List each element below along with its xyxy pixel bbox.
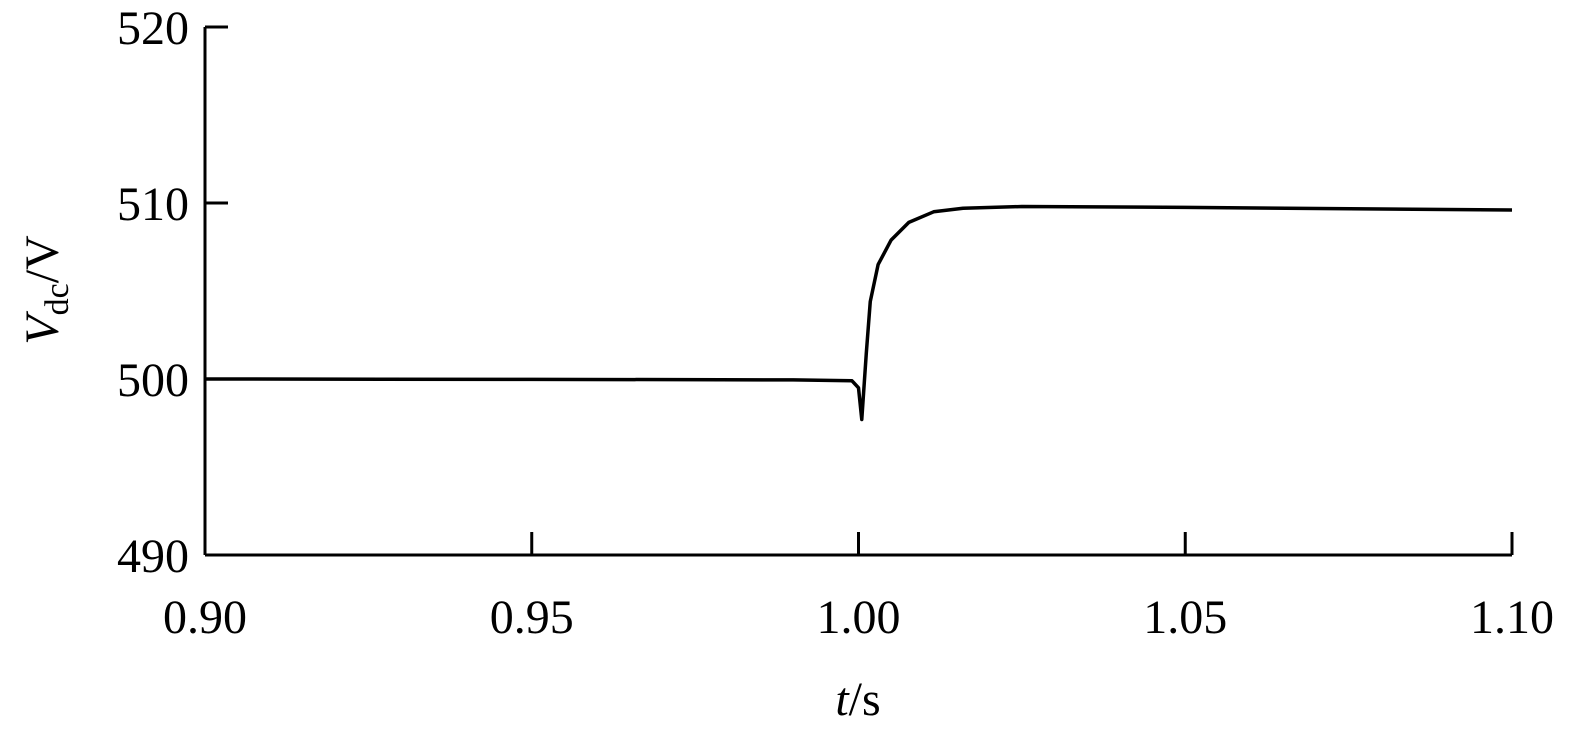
x-tick-label: 1.10 <box>1470 591 1554 644</box>
x-title-unit: /s <box>849 673 881 726</box>
y-title-subscript: dc <box>39 283 76 315</box>
y-title-unit: /V <box>16 235 69 283</box>
y-tick-label: 500 <box>117 354 189 407</box>
x-tick-label: 1.00 <box>817 591 901 644</box>
y-tick-label: 510 <box>117 178 189 231</box>
y-tick-label: 520 <box>117 2 189 55</box>
x-tick-label: 0.90 <box>163 591 247 644</box>
y-tick-label: 490 <box>117 530 189 583</box>
y-axis-title: Vdc/V <box>16 235 76 345</box>
x-title-symbol: t <box>835 673 850 726</box>
y-title-symbol: V <box>16 311 69 345</box>
x-tick-label: 1.05 <box>1143 591 1227 644</box>
x-axis-title: t/s <box>835 673 880 726</box>
x-tick-label: 0.95 <box>490 591 574 644</box>
data-line <box>204 204 1513 422</box>
